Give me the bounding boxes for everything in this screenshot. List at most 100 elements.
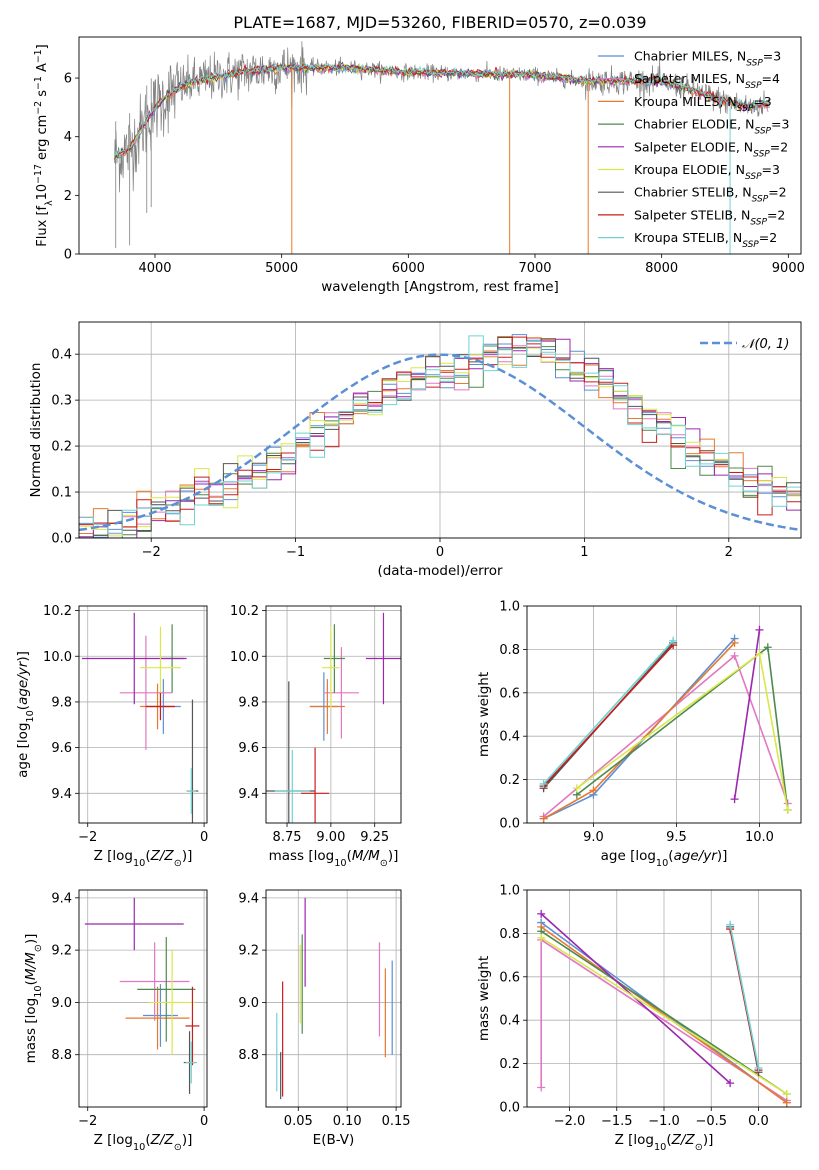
- label-part: 10: [25, 710, 36, 722]
- legend-subscript: SSP: [754, 127, 771, 137]
- model-line-kroupa-stelib: [114, 62, 769, 158]
- label-part: )]: [182, 1132, 193, 1148]
- label-part: −1: [33, 76, 44, 90]
- legend-text: Chabrier STELIB, N: [634, 185, 752, 200]
- panel-mass_vs_Z: −2 08.89.09.29.4Z [log10(Z/Z⊙)]mass [log1…: [23, 889, 208, 1153]
- x-tick-label: 0.15: [382, 1114, 411, 1129]
- legend-text: Salpeter STELIB, N: [634, 207, 750, 222]
- legend-label-chabrier-miles: Chabrier MILES, NSSP=3: [634, 49, 781, 69]
- legend-text: Chabrier ELODIE, N: [634, 117, 754, 132]
- point-marker-kroupa-miles: [589, 786, 598, 795]
- x-tick-label: −1.5: [601, 1114, 633, 1129]
- point-marker-kroupa-stelib: [754, 1063, 763, 1072]
- series-line-salpeter-elodie: [733, 629, 761, 800]
- y-tick-label: 6: [64, 72, 72, 87]
- label-part: ]: [35, 44, 50, 49]
- legend-label-salpeter-stelib: Salpeter STELIB, NSSP=2: [634, 207, 785, 227]
- plot-area-mass_weight_vs_Z: [527, 890, 801, 1107]
- y-tick-label: 9.4: [51, 787, 72, 802]
- plots-group: 4000 5000 6000 7000 8000 9000 0 2 4 6 wavelength […: [15, 36, 805, 1153]
- legend-label-kroupa-stelib: Kroupa STELIB, NSSP=2: [634, 230, 777, 250]
- label-part: Z/Z: [150, 848, 175, 864]
- x-tick-label: 4000: [138, 261, 171, 276]
- legend-label-chabrier-elodie: Chabrier ELODIE, NSSP=3: [634, 117, 789, 137]
- y-tick-label: 0.0: [499, 817, 520, 832]
- legend-tail: =2: [770, 139, 788, 154]
- x-tick-label: −2.0: [554, 1114, 586, 1129]
- label-part: −17: [33, 164, 44, 184]
- plot-area-age_vs_Z: [79, 606, 207, 823]
- point-marker-salpeter-elodie: [537, 909, 546, 918]
- plot-area-age_vs_mass: [266, 606, 401, 823]
- series-line-chabrier-elodie: [576, 645, 789, 811]
- label-part: 10: [656, 858, 668, 869]
- label-part: mass [log: [23, 998, 39, 1064]
- plot-area-mass_vs_Z: [79, 890, 207, 1107]
- y-axis-label: Flux [fλ10−17 erg cm−2 s−1 A−1]: [33, 44, 55, 246]
- x-tick-label: 8000: [645, 261, 678, 276]
- axes-frame: [78, 605, 208, 824]
- plot-area-mass_weight_vs_age: [527, 606, 801, 823]
- label-part: ⊙: [174, 858, 182, 869]
- x-tick-label: −2: [142, 545, 161, 560]
- point-marker-kroupa-miles: [539, 814, 548, 823]
- label-part: (: [347, 848, 352, 864]
- x-tick-label: 0: [200, 1114, 208, 1129]
- series-line-kroupa-stelib: [729, 924, 760, 1069]
- label-part: )]: [182, 848, 193, 864]
- legend-label-salpeter-elodie: Salpeter ELODIE, NSSP=2: [634, 139, 788, 159]
- y-tick-label: 1.0: [499, 884, 520, 899]
- label-part: )]: [717, 848, 728, 864]
- legend-text: Salpeter ELODIE, N: [634, 139, 753, 154]
- point-marker-kroupa-elodie: [537, 933, 546, 942]
- y-tick-label: 8.8: [238, 1048, 259, 1063]
- y-tick-label: 9.8: [51, 695, 72, 710]
- label-part: )]: [703, 1132, 714, 1148]
- label-part: 10: [33, 985, 44, 997]
- y-tick-label: 0: [64, 248, 72, 263]
- y-tick-label: 10.0: [230, 650, 259, 665]
- label-part: Z/Z: [150, 1132, 175, 1148]
- y-tick-label: 0.4: [51, 348, 72, 363]
- point-marker-kroupa-stelib: [669, 636, 678, 645]
- x-axis-label: wavelength [Angstrom, rest frame]: [321, 279, 559, 295]
- x-tick-label: 7000: [518, 261, 551, 276]
- plot-area-residuals: [79, 322, 801, 538]
- label-part: M/M: [23, 952, 39, 980]
- point-marker-salpeter-elodie: [730, 795, 739, 804]
- label-part: λ: [44, 200, 55, 206]
- point-marker-kroupa-miles: [730, 638, 739, 647]
- x-tick-label: 2: [725, 545, 733, 560]
- x-tick-label: −0.5: [695, 1114, 727, 1129]
- label-part: 10: [133, 858, 145, 869]
- legend-tail: =3: [771, 117, 789, 132]
- x-axis-label: age [log10(age/yr)]: [601, 848, 728, 869]
- legend-subscript: SSP: [745, 172, 762, 182]
- x-tick-label: 9000: [772, 261, 805, 276]
- y-tick-label: 8.8: [51, 1048, 72, 1063]
- point-marker-salpeter-elodie: [755, 625, 764, 634]
- y-tick-label: 0.8: [499, 643, 520, 658]
- series-line-kroupa-miles: [540, 926, 788, 1104]
- legend-label-chabrier-stelib: Chabrier STELIB, NSSP=2: [634, 185, 787, 205]
- label-part: −2: [33, 101, 44, 115]
- axes-frame: [78, 36, 802, 255]
- legend-text: Chabrier MILES, N: [634, 49, 746, 64]
- x-tick-label: −1: [286, 545, 305, 560]
- point-marker-chabrier-elodie: [763, 643, 772, 652]
- x-tick-label: 10.0: [745, 830, 774, 845]
- y-tick-label: 0.4: [499, 1014, 520, 1029]
- label-part: mass [log: [269, 848, 335, 864]
- label-part: (: [15, 705, 31, 710]
- x-axis-label: Z [log10(Z/Z⊙)]: [94, 848, 193, 869]
- panel-age_vs_Z: −2 09.49.69.810.010.2Z [log10(Z/Z⊙)]age […: [15, 604, 208, 869]
- y-tick-label: 0.8: [499, 927, 520, 942]
- y-tick-label: 0.2: [51, 440, 72, 455]
- y-tick-label: 9.2: [51, 944, 72, 959]
- axes-frame: [526, 889, 802, 1108]
- x-tick-label: −1.0: [648, 1114, 680, 1129]
- x-axis-label: Z [log10(Z/Z⊙)]: [94, 1132, 193, 1153]
- legend-subscript: SSP: [742, 240, 759, 250]
- label-part: 10: [334, 858, 346, 869]
